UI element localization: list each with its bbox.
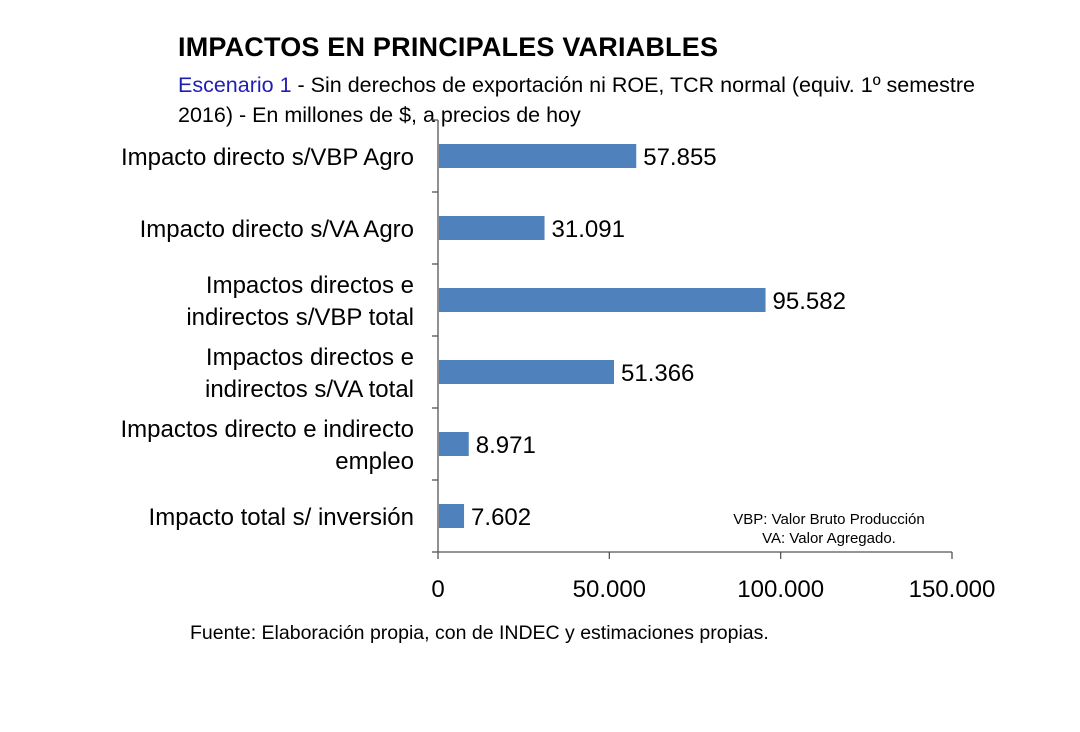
note-line-vbp: VBP: Valor Bruto Producción	[733, 511, 925, 528]
value-label-3: 51.366	[621, 360, 694, 387]
x-tick-label-0: 0	[431, 576, 444, 603]
category-label-3: Impactos directos e indirectos s/VA total	[205, 344, 414, 403]
x-tick-label-2: 100.000	[737, 576, 824, 603]
chart-title: IMPACTOS EN PRINCIPALES VARIABLES	[178, 32, 719, 62]
value-label-5: 7.602	[471, 504, 531, 531]
category-label-5: Impacto total s/ inversión	[149, 504, 414, 531]
value-label-4: 8.971	[476, 432, 536, 459]
source-note: Fuente: Elaboración propia, con de INDEC…	[190, 622, 769, 644]
value-label-2: 95.582	[773, 288, 846, 315]
value-label-1: 31.091	[552, 216, 625, 243]
category-label-2: Impactos directos e indirectos s/VBP tota…	[186, 272, 414, 331]
bar-3	[439, 360, 615, 384]
bar-2	[439, 288, 766, 312]
category-label-4: Impactos directo e indirecto empleo	[121, 416, 414, 475]
category-label-1: Impacto directo s/VA Agro	[140, 216, 414, 243]
bar-0	[439, 144, 637, 168]
chart-subtitle: Escenario 1 - Sin derechos de exportació…	[178, 70, 1008, 130]
x-tick-label-3: 150.000	[909, 576, 996, 603]
bar-1	[439, 216, 545, 240]
value-label-0: 57.855	[643, 144, 716, 171]
category-label-0: Impacto directo s/VBP Agro	[121, 144, 414, 171]
subtitle-text: - Sin derechos de exportación ni ROE, TC…	[178, 73, 975, 127]
bar-4	[439, 432, 469, 456]
bar-5	[439, 504, 465, 528]
scenario-label: Escenario 1	[178, 73, 292, 97]
note-line-va: VA: Valor Agregado.	[762, 530, 896, 547]
x-tick-label-1: 50.000	[573, 576, 646, 603]
abbreviation-note: VBP: Valor Bruto Producción VA: Valor Ag…	[690, 510, 968, 548]
